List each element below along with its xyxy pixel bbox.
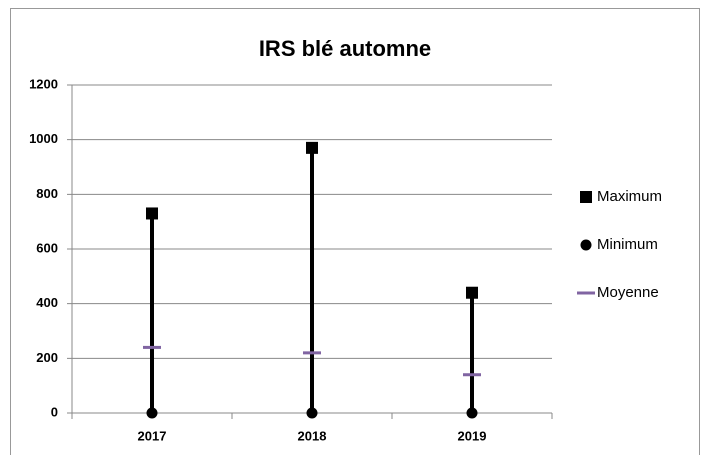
point [143, 345, 161, 349]
chart-border [10, 8, 700, 455]
y-tick-label: 1200 [29, 76, 58, 91]
point [466, 407, 478, 419]
point [463, 373, 481, 377]
point [146, 407, 158, 419]
x-tick-label: 2017 [138, 428, 167, 443]
y-tick-label: 600 [36, 240, 58, 255]
y-tick-label: 200 [36, 350, 58, 365]
y-tick-label: 800 [36, 186, 58, 201]
legend-marker [580, 239, 592, 251]
x-tick-label: 2018 [298, 428, 327, 443]
legend-marker [580, 191, 592, 203]
point [146, 207, 158, 220]
point [303, 351, 321, 355]
legend-marker [577, 291, 595, 295]
x-tick-label: 2019 [458, 428, 487, 443]
point [306, 407, 318, 419]
y-tick-label: 0 [51, 404, 58, 419]
legend-label: Maximum [597, 188, 662, 205]
legend-label: Moyenne [597, 284, 659, 301]
chart-title: IRS blé automne [259, 36, 431, 61]
y-tick-label: 400 [36, 295, 58, 310]
point [466, 286, 478, 299]
y-tick-label: 1000 [29, 131, 58, 146]
point [306, 141, 318, 154]
legend-label: Minimum [597, 236, 658, 253]
